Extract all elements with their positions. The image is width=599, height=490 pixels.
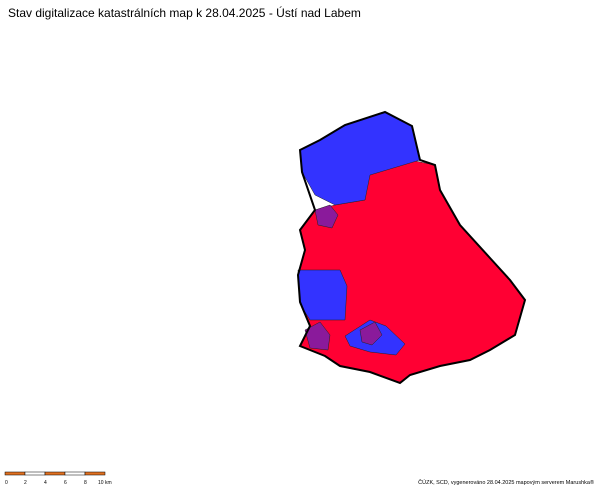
scale-label: 2 — [24, 480, 27, 486]
scale-segment — [64, 471, 86, 476]
map-title: Stav digitalizace katastrálních map k 28… — [8, 5, 361, 20]
scale-segment — [24, 471, 46, 476]
scale-label: 10 km — [98, 480, 112, 486]
region-partial — [359, 321, 383, 346]
map-regions — [296, 110, 527, 385]
scale-bar: 0 2 4 6 8 10 km — [4, 471, 112, 486]
credit: ČÚZK, SCD, vygenerováno 28.04.2025 mapov… — [418, 479, 594, 486]
region-partial — [314, 204, 339, 229]
scale-segment — [84, 471, 106, 476]
region-partial — [304, 321, 331, 351]
scale-label: 4 — [44, 480, 47, 486]
scale-label: 6 — [64, 480, 67, 486]
scale-segment — [4, 471, 26, 476]
district-outline — [296, 110, 527, 385]
scale-segment — [44, 471, 66, 476]
scale-label: 0 — [5, 480, 8, 486]
scale-label: 8 — [84, 480, 87, 486]
